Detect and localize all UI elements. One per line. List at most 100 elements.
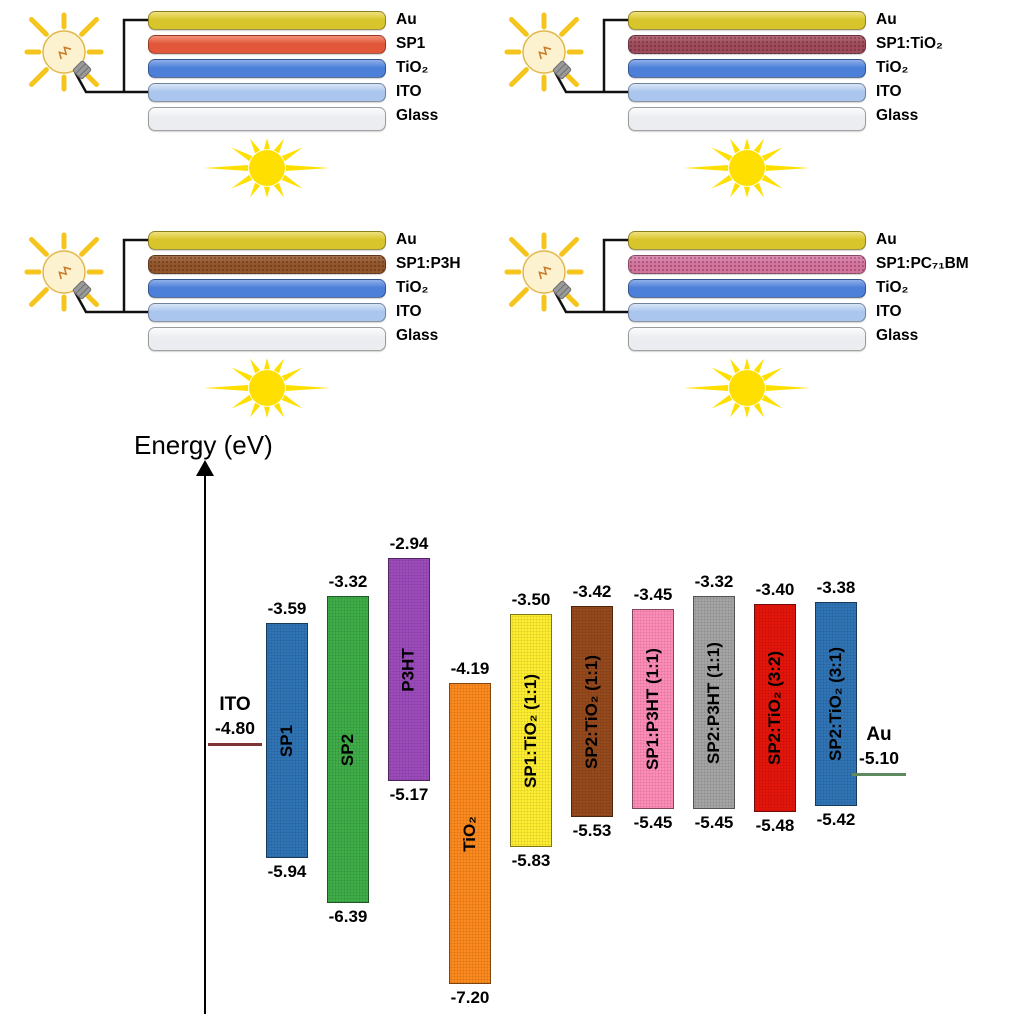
layer-label-au: Au (396, 11, 417, 28)
layer-label-au: Au (876, 11, 897, 28)
circuit-wires (553, 238, 628, 314)
bar-name-wrap: SP2 (328, 597, 368, 902)
device-sp1-p3h: Au SP1:P3H TiO₂ ITO Glass (6, 224, 486, 439)
layer-label-ito: ITO (396, 83, 422, 100)
sun-icon (204, 138, 330, 198)
homo-value-tio: -7.20 (450, 988, 490, 1007)
homo-value-sp2-tio-1-1: -5.53 (572, 821, 612, 840)
bar-name: SP2:TiO₂ (3:2) (765, 651, 784, 765)
device-sp1-pc71bm: Au SP1:PC₇₁BM TiO₂ ITO Glass (486, 224, 969, 439)
electrode-line-au (852, 773, 906, 776)
layer-label-au: Au (396, 231, 417, 248)
bar-name-wrap: SP2:P3HT (1:1) (694, 597, 734, 808)
homo-value-sp2-p3ht-1-1: -5.45 (694, 813, 734, 832)
layer-au (628, 231, 866, 250)
layer-tio (628, 279, 866, 298)
layer-label-tio: TiO₂ (876, 279, 909, 296)
layer-au (148, 11, 386, 30)
layer-label-glass: Glass (876, 107, 919, 124)
lumo-value-sp2-tio-3-2: -3.40 (755, 580, 795, 599)
layer-tio (628, 59, 866, 78)
homo-value-sp2-tio-3-2: -5.48 (755, 816, 795, 835)
bar-name: SP2 (337, 733, 357, 766)
bar-name: P3HT (399, 647, 418, 692)
lumo-value-sp2-p3ht-1-1: -3.32 (694, 572, 734, 591)
energy-axis-title: Energy (eV) (134, 430, 273, 460)
layer-au (628, 11, 866, 30)
energy-bar-sp1: SP1 (266, 623, 308, 858)
device-sp1-tio2: Au SP1:TiO₂ TiO₂ ITO Glass (486, 4, 966, 219)
bar-name: SP1:TiO₂ (1:1) (521, 673, 540, 788)
layer-glass (148, 327, 386, 351)
light-bulb-icon (24, 12, 104, 92)
layer-label-glass: Glass (396, 327, 439, 344)
bar-name: SP2:TiO₂ (3:1) (826, 647, 845, 761)
bar-name-wrap: SP2:TiO₂ (3:2) (755, 605, 795, 811)
energy-axis (204, 474, 206, 1014)
light-bulb-icon (24, 232, 104, 312)
energy-axis-arrowhead (196, 460, 214, 476)
bar-name-wrap: TiO₂ (450, 684, 490, 983)
bar-name-wrap: SP1:TiO₂ (1:1) (511, 615, 551, 846)
layer-ito (628, 303, 866, 322)
homo-value-sp1: -5.94 (267, 862, 307, 881)
layer-label-ito: ITO (876, 83, 902, 100)
layer-sp1 (148, 35, 386, 54)
electrode-name-au: Au (866, 724, 892, 745)
lumo-value-tio: -4.19 (450, 659, 490, 678)
energy-bar-sp1-tio-1-1: SP1:TiO₂ (1:1) (510, 614, 552, 847)
homo-value-sp1-tio-1-1: -5.83 (511, 851, 551, 870)
circuit-wires (553, 18, 628, 94)
bar-name-wrap: SP1 (267, 624, 307, 857)
energy-bar-sp2-tio-1-1: SP2:TiO₂ (1:1) (571, 606, 613, 817)
layer-tio (148, 279, 386, 298)
layer-label-ito: ITO (876, 303, 902, 320)
layer-au (148, 231, 386, 250)
layer-ito (628, 83, 866, 102)
bar-name-wrap: SP2:TiO₂ (1:1) (572, 607, 612, 816)
layer-label-tio: TiO₂ (876, 59, 909, 76)
homo-value-p3ht: -5.17 (389, 785, 429, 804)
sun-icon (204, 358, 330, 418)
sun-icon (684, 138, 810, 198)
layer-label-ito: ITO (396, 303, 422, 320)
layer-label-glass: Glass (876, 327, 919, 344)
homo-value-sp1-p3ht-1-1: -5.45 (633, 813, 673, 832)
energy-bar-sp1-p3ht-1-1: SP1:P3HT (1:1) (632, 609, 674, 809)
lumo-value-sp2-tio-3-1: -3.38 (816, 578, 856, 597)
electrode-name-ito: ITO (219, 694, 251, 715)
layer-sp1-tio (628, 35, 866, 54)
layer-label-sp1-tio: SP1:TiO₂ (876, 35, 943, 52)
homo-value-sp2: -6.39 (328, 907, 368, 926)
energy-bar-sp2-tio-3-2: SP2:TiO₂ (3:2) (754, 604, 796, 812)
bar-name: SP1 (276, 724, 296, 757)
layer-ito (148, 83, 386, 102)
layer-label-sp1: SP1 (396, 35, 426, 52)
layer-label-glass: Glass (396, 107, 439, 124)
energy-bar-sp2-tio-3-1: SP2:TiO₂ (3:1) (815, 602, 857, 806)
layer-label-sp1-p3h: SP1:P3H (396, 255, 461, 272)
energy-bar-sp2: SP2 (327, 596, 369, 903)
energy-bar-tio: TiO₂ (449, 683, 491, 984)
layer-sp1-pc-bm (628, 255, 866, 274)
circuit-wires (73, 18, 148, 94)
light-bulb-icon (504, 232, 584, 312)
layer-sp1-p3h (148, 255, 386, 274)
layer-glass (628, 327, 866, 351)
bar-name-wrap: P3HT (389, 559, 429, 780)
electrode-value-ito: -4.80 (215, 718, 255, 738)
lumo-value-sp1-tio-1-1: -3.50 (511, 590, 551, 609)
energy-bar-sp2-p3ht-1-1: SP2:P3HT (1:1) (693, 596, 735, 809)
lumo-value-p3ht: -2.94 (389, 534, 429, 553)
electrode-line-ito (208, 743, 262, 746)
lumo-value-sp1: -3.59 (267, 599, 307, 618)
layer-label-au: Au (876, 231, 897, 248)
bar-name: SP2:P3HT (1:1) (704, 641, 723, 764)
circuit-wires (73, 238, 148, 314)
layer-glass (148, 107, 386, 131)
bar-name: TiO₂ (459, 815, 479, 852)
lumo-value-sp1-p3ht-1-1: -3.45 (633, 585, 673, 604)
homo-value-sp2-tio-3-1: -5.42 (816, 810, 856, 829)
layer-label-sp1-pc-bm: SP1:PC₇₁BM (876, 255, 969, 272)
